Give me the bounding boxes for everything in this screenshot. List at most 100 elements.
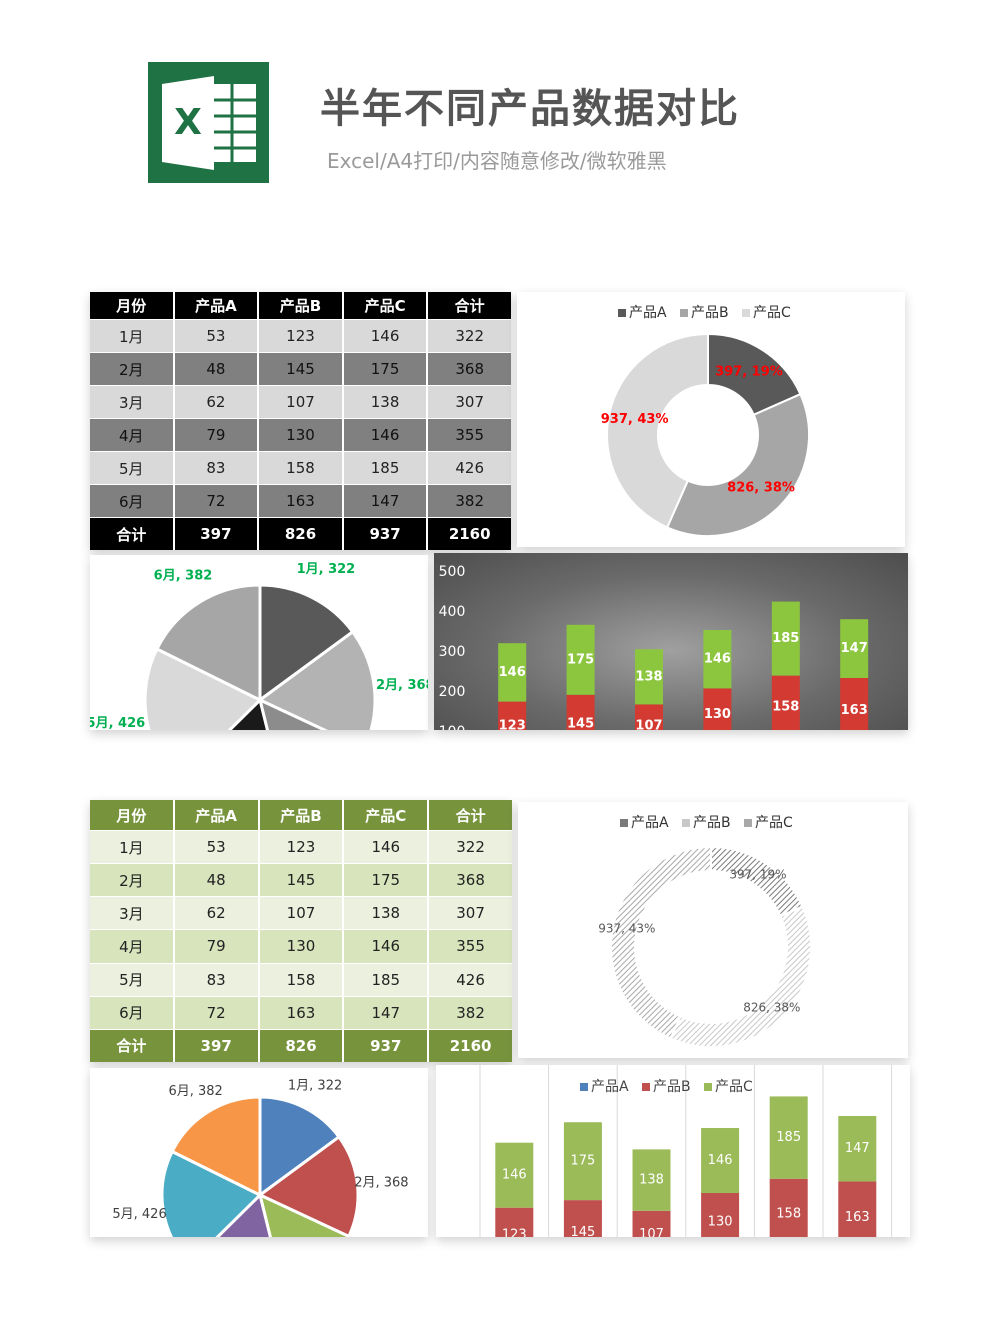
table-cell: 62 [174, 386, 258, 418]
table-cell: 合计 [90, 518, 173, 550]
table-cell: 2160 [429, 1029, 512, 1062]
data-label: 2月, 368 [354, 1175, 408, 1190]
header-cell: 月份 [90, 292, 173, 319]
data-label: 147 [841, 641, 868, 656]
table-cell: 5月 [90, 963, 173, 996]
data-label: 158 [776, 1206, 801, 1221]
bar-segment [498, 701, 527, 730]
bar-segment [769, 1178, 808, 1237]
pie-slice [258, 583, 355, 703]
y-tick-label: 500 [439, 564, 466, 580]
data-label: 826, 38% [727, 481, 795, 496]
legend-label: 产品C [715, 1079, 753, 1095]
legend-swatch [620, 819, 628, 827]
legend-swatch [744, 819, 752, 827]
chart-panel: 397, 19% 826, 38% 937, 43% 产品A 产品B 产品C [518, 802, 908, 1058]
table-cell: 123 [259, 320, 342, 352]
table-cell: 185 [343, 452, 427, 484]
table-cell: 185 [344, 963, 428, 996]
pie-slice [160, 1149, 263, 1237]
legend-swatch [742, 309, 750, 317]
chart: 397, 19% 826, 38% 937, 43% 产品A 产品B 产品C [601, 305, 810, 537]
bar-segment [771, 675, 800, 730]
table: 月份 产品A 产品B 产品C 合计 1月 53 123 146 322 2月 48 145 175 368 3… [90, 292, 511, 550]
table-cell: 145 [259, 353, 342, 385]
table-cell: 48 [174, 353, 258, 385]
table-cell: 72 [174, 485, 258, 517]
header-cell: 产品A [174, 800, 258, 830]
bar-segment [495, 1142, 534, 1208]
legend-label: 产品B [653, 1079, 691, 1095]
bar-segment [840, 619, 869, 678]
legend-label: 产品A [629, 305, 667, 321]
table-cell: 322 [428, 320, 511, 352]
bar-segment [632, 1210, 671, 1237]
table-cell: 826 [259, 1029, 343, 1062]
table: 月份 产品A 产品B 产品C 合计 1月 53 123 146 322 2月 48 145 175 368 3… [90, 800, 512, 1062]
bar-segment [563, 1122, 602, 1201]
data-label: 146 [502, 1168, 527, 1183]
legend-label: 产品A [591, 1079, 629, 1095]
legend-label: 产品B [691, 305, 729, 321]
data-label: 130 [704, 707, 731, 722]
table-cell: 6月 [90, 996, 173, 1029]
table-cell: 146 [344, 930, 428, 963]
table-cell: 146 [343, 320, 427, 352]
table-cell: 3月 [90, 386, 173, 418]
data-label: 2月, 368 [376, 678, 428, 693]
bar-segment [632, 1149, 671, 1211]
data-label: 397, 19% [715, 365, 783, 380]
legend-swatch [682, 819, 690, 827]
bar-segment [838, 1181, 877, 1237]
chart-panel: 5312314648145175621071387913014683158185… [436, 1065, 910, 1237]
legend-swatch [680, 309, 688, 317]
data-label: 163 [841, 703, 868, 718]
table-cell: 163 [259, 996, 343, 1029]
pie-slice [257, 629, 377, 730]
table-cell: 307 [429, 897, 512, 930]
donut-slice [606, 332, 709, 529]
table-cell: 6月 [90, 485, 173, 517]
logo-letter: X [174, 102, 202, 143]
data-label: 6月, 382 [154, 568, 213, 583]
table-cell: 937 [344, 1029, 428, 1062]
data-label: 123 [502, 1228, 527, 1237]
pie-slice [143, 646, 263, 730]
table-panel: 月份 产品A 产品B 产品C 合计 1月 53 123 146 322 2月 48 145 175 368 3… [90, 800, 512, 1062]
data-label: 5月, 426 [90, 716, 145, 730]
data-label: 175 [570, 1154, 595, 1169]
legend-label: 产品C [753, 305, 791, 321]
legend-swatch [618, 309, 626, 317]
excel-logo: X [148, 62, 269, 183]
data-label: 158 [772, 700, 799, 715]
data-label: 145 [570, 1225, 595, 1237]
legend-swatch [642, 1083, 650, 1091]
data-label: 937, 43% [598, 922, 655, 936]
table-cell: 72 [174, 996, 258, 1029]
data-label: 145 [567, 716, 594, 730]
table-cell: 826 [259, 518, 342, 550]
donut-slice [669, 905, 812, 1048]
table-cell: 397 [174, 518, 258, 550]
bar-segment [769, 1096, 808, 1179]
table-cell: 123 [259, 831, 343, 864]
donut-slice [710, 845, 804, 918]
data-label: 146 [704, 652, 731, 667]
table-cell: 426 [428, 452, 511, 484]
pie-slice [258, 1095, 342, 1198]
table-cell: 130 [259, 930, 343, 963]
table-cell: 83 [174, 963, 258, 996]
chart-panel: 0100200300400500531231464814517562107138… [434, 553, 908, 730]
data-label: 937, 43% [601, 412, 669, 427]
data-label: 163 [845, 1210, 870, 1225]
table-cell: 147 [343, 485, 427, 517]
data-label: 107 [639, 1227, 664, 1237]
table-cell: 158 [259, 963, 343, 996]
table-cell: 382 [428, 485, 511, 517]
table-cell: 83 [174, 452, 258, 484]
table-cell: 2160 [428, 518, 511, 550]
header-cell: 产品B [259, 292, 342, 319]
